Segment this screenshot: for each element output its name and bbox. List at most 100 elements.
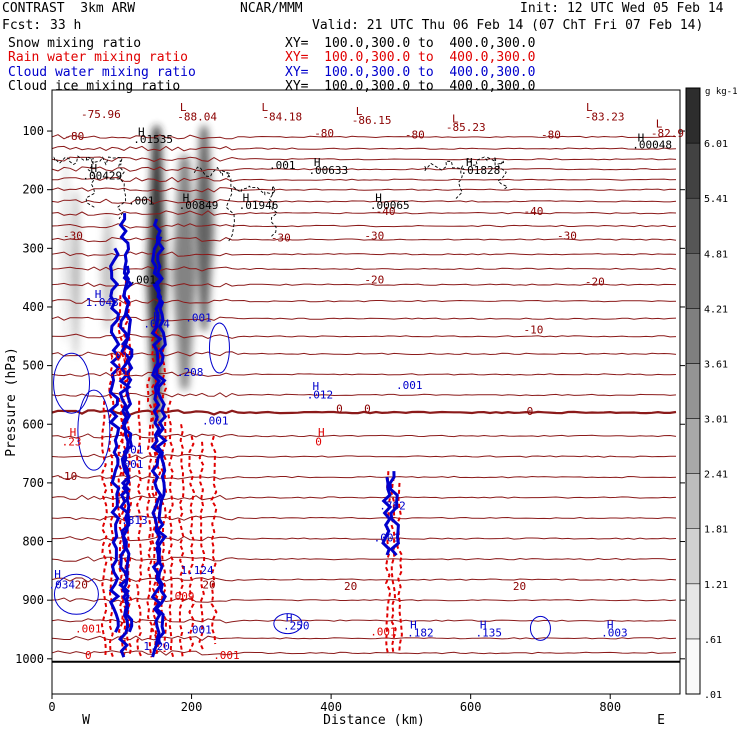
- plot-label-49: .00065: [370, 199, 410, 212]
- temperature-contour-10: [51, 251, 677, 257]
- colorbar-step-7: [685, 253, 701, 309]
- plot-label-11: -82.9: [651, 127, 684, 140]
- plot-label-16: -80: [541, 129, 561, 142]
- plot-frame: [51, 89, 681, 695]
- temperature-contour-7: [51, 210, 677, 216]
- colorbar-step-2: [685, 528, 701, 585]
- plot-label-19: -30: [63, 230, 83, 243]
- plot-label-72: H: [286, 611, 293, 624]
- temperature-contour-21: [51, 453, 676, 460]
- rain-contour-13: [198, 441, 206, 651]
- plot-label-4: L: [262, 101, 269, 114]
- colorbar-step-10: [685, 87, 701, 144]
- cloud-water-ring-3: [273, 613, 303, 635]
- cloud-water-ring-0: [53, 352, 91, 414]
- legend-snow: Snow mixing ratio: [8, 36, 142, 51]
- cloud-water-contour-4: [154, 236, 168, 645]
- plot-label-31: 20: [202, 578, 215, 591]
- plot-label-48: H: [375, 191, 382, 204]
- plot-label-5: -86.15: [352, 114, 392, 127]
- plot-label-20: -30: [271, 231, 291, 244]
- valid-time: Valid: 21 UTC Thu 06 Feb 14 (07 ChT Fri …: [312, 18, 704, 33]
- y-tick-label-0: 100: [22, 124, 44, 138]
- plot-label-8: L: [452, 112, 459, 125]
- cloud-ice-contour-1: [193, 166, 235, 243]
- cloud-water-contour-2: [120, 265, 134, 633]
- plot-label-71: .001: [185, 624, 212, 637]
- plot-label-34: H: [138, 126, 145, 139]
- rain-contour-10: [167, 400, 175, 658]
- temperature-contour-4: [51, 176, 677, 183]
- colorbar-label-2: 1.21: [704, 580, 728, 591]
- plot-label-23: -20: [364, 274, 384, 287]
- plot-area: [52, 90, 680, 694]
- plot-label-55: H: [153, 310, 160, 323]
- rain-contour-15: [384, 471, 392, 656]
- plot-label-33: 20: [513, 580, 526, 593]
- cloud-water-ring-4: [529, 615, 551, 641]
- plot-label-28: 0: [364, 403, 371, 416]
- colorbar-label-7: 4.21: [704, 304, 728, 315]
- rain-contour-16: [390, 476, 397, 654]
- forecast-hour: 33 h: [50, 18, 82, 33]
- cloud-water-ring-1: [77, 389, 111, 471]
- plot-label-67: .001: [374, 532, 401, 545]
- colorbar-label-5: 3.01: [704, 415, 728, 426]
- plot-label-88: .001: [370, 625, 397, 638]
- plot-label-66: .782: [379, 499, 406, 512]
- cloud-water-contour-6: [388, 471, 401, 557]
- plot-label-7: -85.23: [446, 121, 486, 134]
- model-title: CONTRAST 3km ARW: [2, 1, 136, 16]
- plot-label-62: .001: [202, 414, 229, 427]
- snow-plume-0: [61, 154, 71, 343]
- colorbar-label-9: 5.41: [704, 194, 728, 205]
- cloud-water-contour-1: [117, 213, 132, 658]
- legend-rain: Rain water mixing ratio: [8, 50, 189, 65]
- cloud-ice-contour-5: [85, 155, 127, 220]
- x-tick-label-0: 0: [48, 700, 55, 714]
- plot-label-63: .001: [117, 458, 144, 471]
- plot-label-3: -84.18: [262, 110, 302, 123]
- plot-label-52: .001: [129, 274, 156, 287]
- plot-label-76: H: [480, 618, 487, 631]
- plot-label-87: .001: [75, 622, 102, 635]
- snow-plume-2: [100, 213, 115, 331]
- colorbar-frame: [685, 87, 701, 695]
- cloud-water-contour-5: [381, 476, 393, 556]
- colorbar-step-6: [685, 308, 701, 364]
- legend-snow-xy: XY= 100.0,300.0 to 400.0,300.0: [285, 36, 536, 51]
- plot-label-81: .01: [109, 366, 129, 379]
- legend-rain-xy: XY= 100.0,300.0 to 400.0,300.0: [285, 50, 536, 65]
- plot-label-74: H: [410, 618, 417, 631]
- rain-contour-12: [188, 435, 195, 653]
- plot-label-60: .012: [307, 388, 334, 401]
- plot-label-36: H: [91, 162, 98, 175]
- legend-cloud-ice-xy: XY= 100.0,300.0 to 400.0,300.0: [285, 79, 536, 94]
- colorbar-label-0: .01: [704, 690, 722, 701]
- plot-label-83: H: [70, 426, 77, 439]
- plot-label-29: -10: [57, 470, 77, 483]
- temperature-contour-5: [51, 187, 677, 193]
- cloud-ice-contour-2: [232, 184, 278, 237]
- rain-contour-5: [136, 400, 143, 658]
- plot-label-25: -10: [524, 323, 544, 336]
- plot-label-24: -20: [585, 275, 605, 288]
- plot-label-91: 009: [175, 590, 195, 603]
- plot-label-0: -75.96: [81, 108, 121, 121]
- x-tick-label-1: 200: [181, 700, 203, 714]
- plot-label-14: -80: [314, 127, 334, 140]
- center-title: NCAR/MMM: [240, 1, 303, 16]
- colorbar-label-4: 2.41: [704, 470, 728, 481]
- plot-label-46: H: [243, 191, 250, 204]
- plot-label-17: -40: [376, 205, 396, 218]
- plot-label-85: H: [318, 426, 325, 439]
- plot-label-47: .01946: [239, 199, 279, 212]
- plot-label-45: .00849: [179, 199, 219, 212]
- y-tick-label-6: 700: [22, 476, 44, 490]
- plot-label-70: H: [54, 568, 61, 581]
- colorbar-step-5: [685, 363, 701, 419]
- plot-label-79: .003: [601, 627, 628, 640]
- plot-label-56: .074: [143, 317, 170, 330]
- y-tick-label-4: 500: [22, 359, 44, 373]
- plot-label-21: -30: [364, 230, 384, 243]
